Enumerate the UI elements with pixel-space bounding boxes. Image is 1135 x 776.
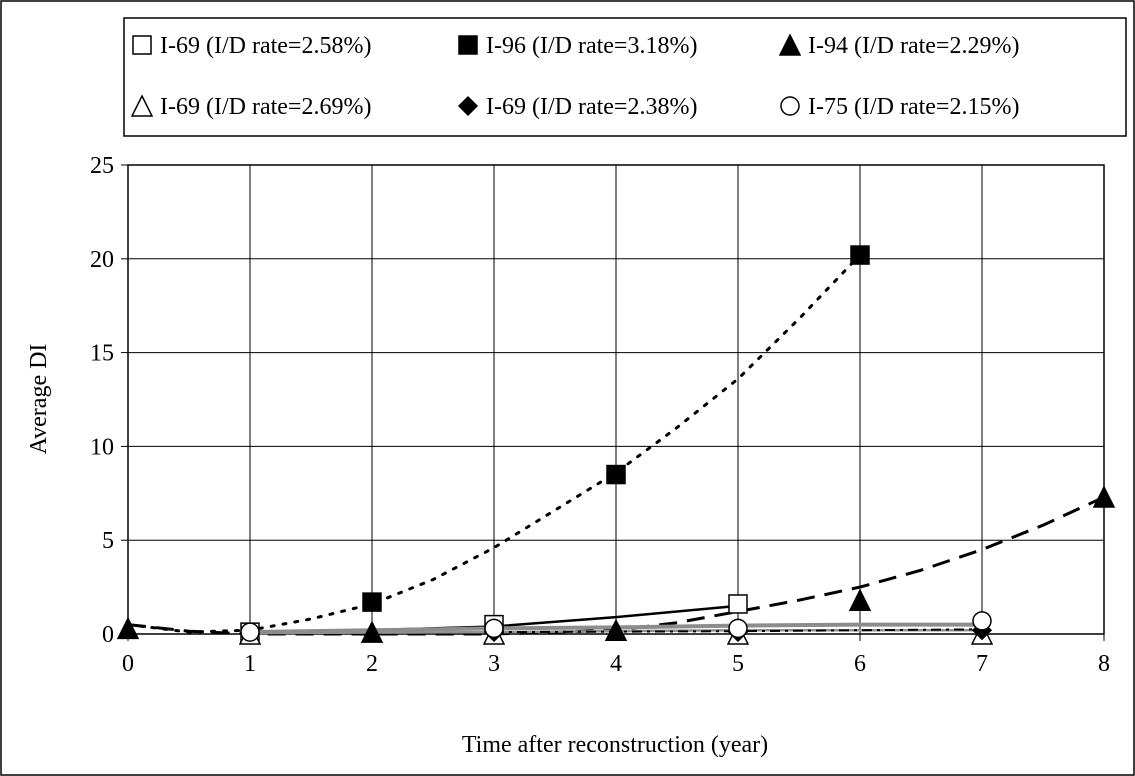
- legend: I-69 (I/D rate=2.58%) I-96 (I/D rate=3.18…: [123, 17, 1127, 137]
- legend-box: [123, 17, 1127, 137]
- trend-line-series-5: [493, 628, 983, 634]
- x-tick-label: 6: [854, 651, 866, 677]
- legend-marker-series-3: [778, 33, 802, 56]
- legend-label-series-6: I-75 (I/D rate=2.15%): [808, 94, 1019, 120]
- data-markers: [116, 245, 1116, 645]
- data-point-series-3: [1092, 485, 1116, 508]
- legend-label-series-5: I-69 (I/D rate=2.38%): [486, 94, 697, 120]
- x-tick-label: 8: [1098, 651, 1110, 677]
- data-point-series-2: [606, 464, 626, 485]
- y-tick-label: 10: [90, 434, 114, 460]
- x-tick-label: 7: [976, 651, 988, 677]
- y-tick-label: 25: [90, 153, 114, 179]
- x-tick-label: 4: [610, 651, 622, 677]
- legend-marker-series-1: [132, 35, 152, 55]
- data-point-series-6: [728, 618, 748, 639]
- data-point-series-6: [972, 611, 992, 631]
- data-point-series-2: [850, 245, 870, 265]
- legend-marker-series-4: [130, 94, 154, 117]
- data-point-series-3: [116, 616, 140, 640]
- legend-marker-series-5: [457, 95, 479, 117]
- data-point-series-6: [240, 622, 260, 642]
- y-tick-label: 0: [102, 622, 114, 648]
- data-point-series-2: [362, 592, 382, 612]
- data-point-series-6: [484, 618, 504, 639]
- data-point-series-3: [360, 620, 384, 643]
- y-axis-label: Average DI: [26, 344, 52, 455]
- legend-label-series-1: I-69 (I/D rate=2.58%): [160, 33, 371, 59]
- x-tick-label: 0: [122, 651, 134, 677]
- axes: 0 5 10 15 20 25 0 1 2 3 4 5 6 7 8: [90, 153, 1110, 677]
- x-tick-label: 5: [732, 651, 744, 677]
- legend-marker-series-2: [458, 35, 478, 55]
- data-point-series-1: [728, 594, 748, 614]
- data-point-series-3: [848, 588, 872, 611]
- legend-label-series-2: I-96 (I/D rate=3.18%): [486, 33, 697, 59]
- y-tick-label: 5: [102, 528, 114, 554]
- legend-label-series-3: I-94 (I/D rate=2.29%): [808, 33, 1019, 59]
- data-point-series-3: [604, 618, 628, 641]
- grid: [127, 164, 1105, 635]
- x-axis-label: Time after reconstruction (year): [462, 732, 768, 758]
- x-tick-label: 3: [488, 651, 500, 677]
- legend-label-series-4: I-69 (I/D rate=2.69%): [160, 94, 371, 120]
- y-tick-label: 15: [90, 341, 114, 367]
- x-tick-label: 2: [366, 651, 378, 677]
- legend-marker-series-6: [780, 96, 800, 116]
- y-tick-label: 20: [90, 247, 114, 273]
- x-tick-label: 1: [244, 651, 256, 677]
